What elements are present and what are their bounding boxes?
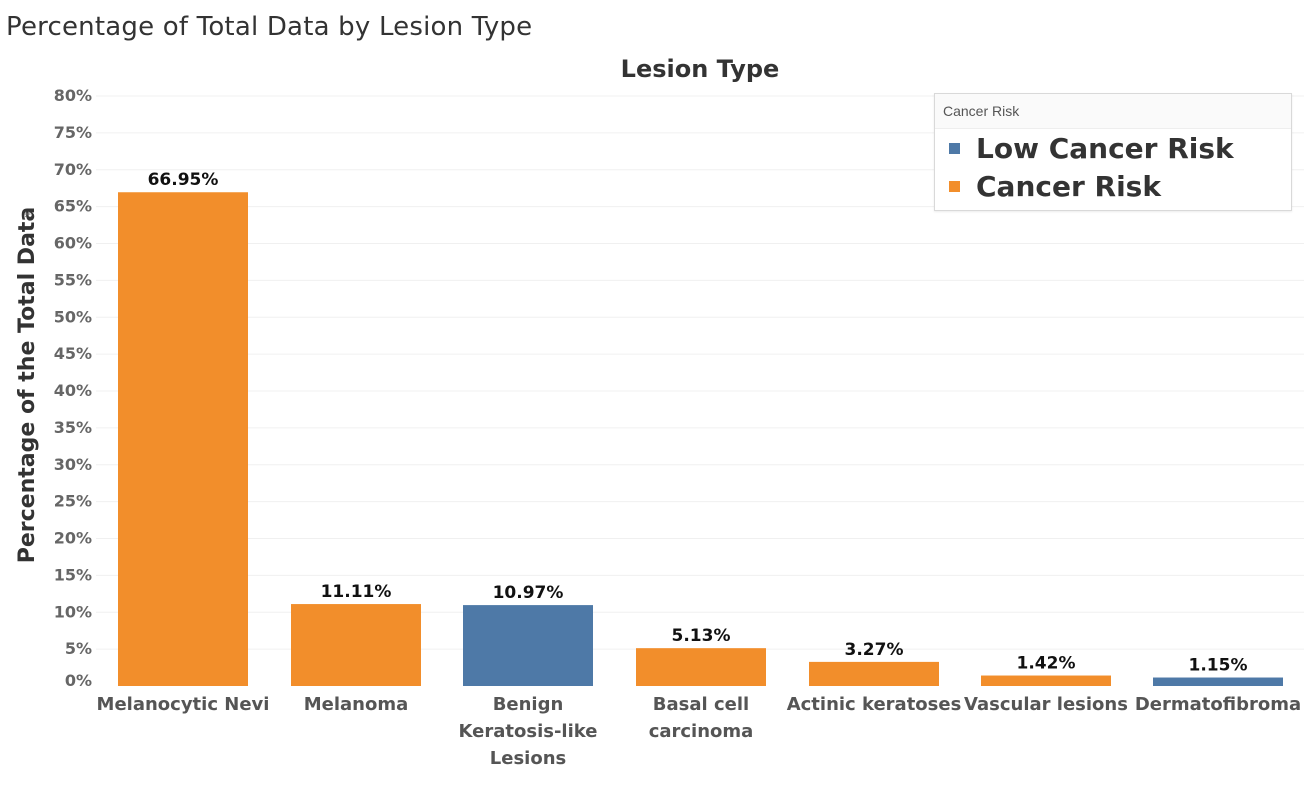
y-tick-label: 15% [54,565,92,584]
y-tick-label: 50% [54,307,92,326]
legend-swatch-low-cancer-risk [949,142,960,154]
bar [1153,677,1283,686]
legend-swatch-cancer-risk [949,180,960,192]
x-tick-label: Benign [493,694,564,715]
y-tick-label: 45% [54,344,92,363]
y-tick-label: 60% [54,234,92,253]
data-label: 3.27% [845,640,904,660]
y-tick-label: 70% [54,160,92,179]
x-tick-label: Melanocytic Nevi [97,694,270,715]
bar [118,192,248,686]
data-label: 11.11% [321,582,392,602]
legend-label: Low Cancer Risk [976,131,1234,165]
legend: Cancer Risk Low Cancer Risk Cancer Risk [934,93,1292,211]
page-title: Percentage of Total Data by Lesion Type [6,12,533,42]
bar [291,604,421,686]
data-label: 1.15% [1189,656,1248,676]
y-tick-label: 40% [54,381,92,400]
legend-item-low-cancer-risk[interactable]: Low Cancer Risk [935,129,1291,167]
x-tick-label: Lesions [490,748,566,769]
legend-label: Cancer Risk [976,169,1161,203]
x-tick-label: Actinic keratoses [787,694,962,715]
data-label: 1.42% [1017,654,1076,674]
x-tick-label: Dermatofibroma [1135,694,1301,715]
y-tick-label: 5% [65,639,92,658]
y-tick-label: 65% [54,197,92,216]
y-axis-label: Percentage of the Total Data [15,207,40,564]
x-tick-label: Keratosis-like [459,721,598,742]
y-tick-label: 25% [54,492,92,511]
data-label: 10.97% [493,583,564,603]
data-label: 5.13% [672,626,731,646]
y-tick-label: 0% [65,671,92,690]
y-axis-label-marker: ⁎ [18,211,34,218]
y-tick-label: 35% [54,418,92,437]
data-label: 66.95% [148,170,219,190]
legend-title: Cancer Risk [935,94,1291,129]
bar [636,648,766,686]
legend-item-cancer-risk[interactable]: Cancer Risk [935,167,1291,205]
chart-title: Lesion Type [621,55,780,83]
x-tick-label: carcinoma [649,721,754,742]
x-tick-label: Vascular lesions [964,694,1128,715]
x-tick-label: Melanoma [304,694,409,715]
y-tick-label: 55% [54,270,92,289]
bar [809,661,939,686]
y-tick-label: 30% [54,455,92,474]
y-tick-label: 10% [54,602,92,621]
y-tick-label: 80% [54,86,92,105]
bar [981,675,1111,686]
x-tick-label: Basal cell [653,694,749,715]
y-tick-label: 20% [54,529,92,548]
y-tick-label: 75% [54,123,92,142]
bar [463,605,593,686]
